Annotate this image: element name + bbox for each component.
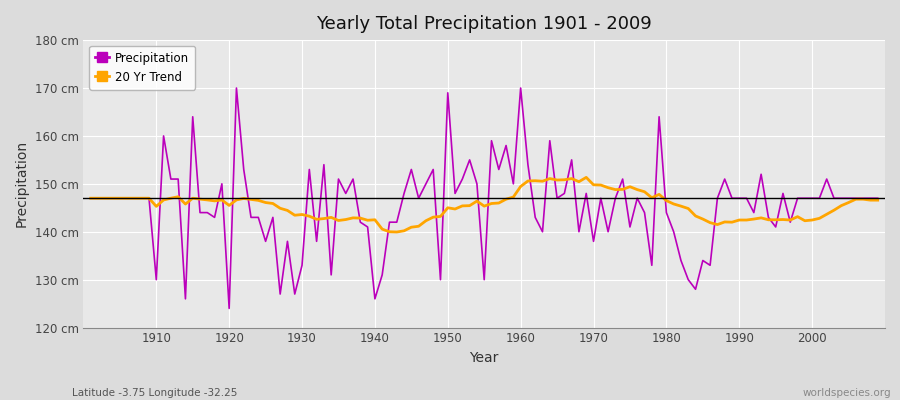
Legend: Precipitation, 20 Yr Trend: Precipitation, 20 Yr Trend [89,46,195,90]
Text: Latitude -3.75 Longitude -32.25: Latitude -3.75 Longitude -32.25 [72,388,238,398]
X-axis label: Year: Year [470,351,499,365]
Text: worldspecies.org: worldspecies.org [803,388,891,398]
Title: Yearly Total Precipitation 1901 - 2009: Yearly Total Precipitation 1901 - 2009 [316,15,652,33]
Y-axis label: Precipitation: Precipitation [15,140,29,228]
